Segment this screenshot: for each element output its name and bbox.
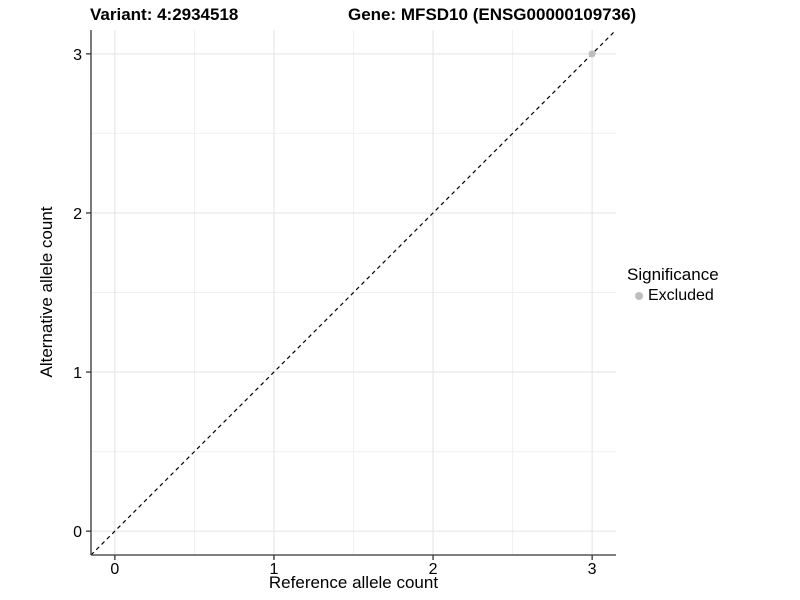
y-tick-label: 2 (73, 206, 82, 223)
x-tick-label: 0 (110, 561, 119, 578)
legend-title: Significance (627, 265, 719, 284)
legend: Significance Excluded (627, 264, 719, 305)
x-tick-label: 3 (588, 561, 597, 578)
y-tick-label: 0 (73, 524, 82, 541)
x-tick-label: 2 (429, 561, 438, 578)
legend-entry-label: Excluded (648, 287, 714, 304)
x-axis-title: Reference allele count (268, 573, 439, 592)
identity-dashed-line (90, 29, 617, 556)
y-tick-label: 1 (73, 365, 82, 382)
y-tick-label: 3 (73, 47, 82, 64)
data-point-excluded (588, 50, 596, 58)
plot-title-gene: Gene: MFSD10 (ENSG00000109736) (348, 5, 637, 24)
x-tick-label: 1 (270, 561, 279, 578)
y-axis-title: Alternative allele count (37, 206, 56, 378)
legend-entry-excluded: Excluded (627, 287, 719, 305)
plot-title-variant: Variant: 4:2934518 (90, 5, 239, 24)
excluded-marker-icon (635, 292, 643, 300)
